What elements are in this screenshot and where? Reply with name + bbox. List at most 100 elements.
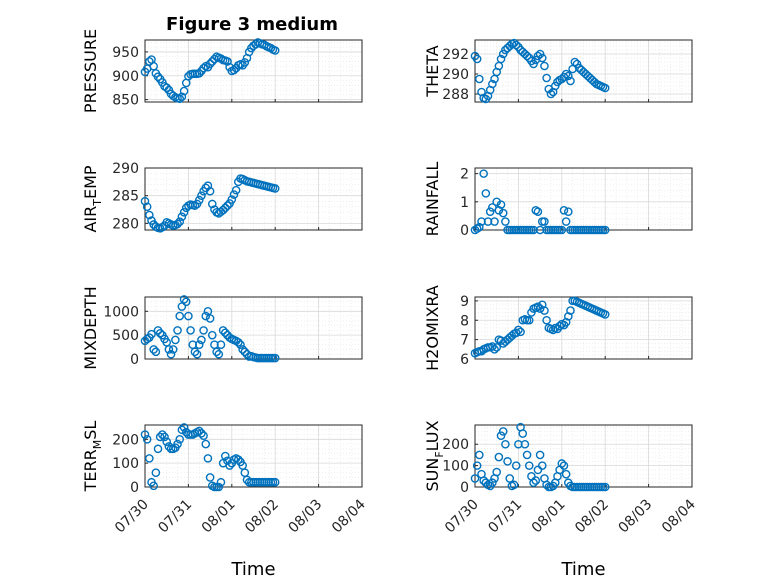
data-point <box>540 61 549 71</box>
data-point <box>520 439 530 449</box>
data-point <box>481 189 491 198</box>
data-point <box>175 435 185 444</box>
data-point <box>270 46 280 55</box>
data-point <box>514 325 523 335</box>
data-point <box>158 430 167 439</box>
y-tick-label: 292 <box>442 47 469 63</box>
data-point <box>220 328 230 338</box>
data-point <box>142 334 152 344</box>
data-point <box>194 426 204 436</box>
data-point <box>181 297 191 307</box>
data-point <box>494 205 504 215</box>
data-point <box>542 73 551 83</box>
data-point <box>173 219 182 229</box>
data-point <box>223 57 232 66</box>
data-point <box>160 432 169 442</box>
data-point <box>216 477 226 487</box>
data-point <box>205 59 215 69</box>
data-point <box>511 461 521 470</box>
y-axis-label: RAINFALL <box>423 162 442 237</box>
data-point <box>238 345 247 354</box>
data-point <box>537 53 547 63</box>
y-tick-label: 8 <box>460 313 469 329</box>
data-point <box>229 65 239 75</box>
y-tick-label: 1000 <box>103 304 139 320</box>
axes-box <box>474 167 693 231</box>
x-axis-label: Time <box>560 559 605 580</box>
y-tick-label: 0 <box>130 480 139 496</box>
y-tick-label: 200 <box>442 437 469 453</box>
data-point <box>559 461 569 470</box>
data-point <box>205 473 215 482</box>
data-point <box>488 79 497 89</box>
data-point <box>207 330 217 340</box>
axes-box <box>474 296 693 360</box>
data-point <box>207 57 217 66</box>
data-point <box>490 345 499 354</box>
y-axis-label: TERRMSL <box>81 421 104 493</box>
data-point <box>142 435 152 444</box>
y-tick-label: 0 <box>460 223 469 239</box>
data-point <box>498 208 508 218</box>
data-point <box>194 340 204 349</box>
data-point <box>492 467 502 477</box>
y-tick-label: 288 <box>442 87 469 103</box>
y-axis-label: MIXDEPTH <box>81 286 100 369</box>
data-point <box>533 302 543 311</box>
data-point <box>501 217 510 226</box>
data-point <box>145 454 154 463</box>
data-point <box>260 40 269 50</box>
y-tick-label: 0 <box>130 352 139 368</box>
data-point <box>177 425 187 435</box>
data-point <box>223 201 232 210</box>
data-point <box>270 353 280 363</box>
y-tick-label: 285 <box>112 189 139 205</box>
data-point <box>158 222 167 232</box>
data-point <box>472 54 482 64</box>
data-point <box>207 199 217 209</box>
data-point <box>494 452 504 462</box>
data-point <box>190 347 200 357</box>
data-point <box>475 222 484 232</box>
data-point <box>490 217 499 226</box>
data-point <box>171 335 180 345</box>
data-point <box>557 225 567 235</box>
y-tick-label: 950 <box>112 45 139 61</box>
panel-h2omixra: 6 7 8 9 H2OMIXRA <box>423 285 693 371</box>
data-point <box>492 343 502 352</box>
y-tick-label: 100 <box>442 459 469 475</box>
data-point <box>192 349 202 359</box>
data-point <box>203 454 213 463</box>
data-point <box>166 349 176 359</box>
data-point <box>600 482 610 492</box>
panel-pressure: 850 900 950 PRESSURE <box>81 29 363 113</box>
y-tick-label: 500 <box>112 328 139 344</box>
data-point <box>149 481 158 491</box>
data-point <box>475 450 484 460</box>
data-point <box>509 480 519 490</box>
data-point <box>561 469 571 479</box>
y-tick-label: 200 <box>112 432 139 448</box>
data-point <box>533 465 543 475</box>
data-point <box>225 333 234 342</box>
data-point <box>566 306 575 315</box>
data-point <box>214 482 224 492</box>
data-point <box>537 461 547 470</box>
data-point <box>555 321 564 331</box>
y-tick-label: 1 <box>460 195 469 211</box>
data-point <box>501 439 510 449</box>
data-point <box>173 326 182 335</box>
data-point <box>199 63 208 73</box>
data-point <box>197 335 206 345</box>
y-tick-label: 0 <box>460 480 469 496</box>
data-point <box>168 345 178 354</box>
data-point <box>492 197 502 207</box>
y-tick-label: 100 <box>112 456 139 472</box>
x-axis-label: Time <box>230 559 275 580</box>
data-point <box>496 200 506 209</box>
data-point <box>145 210 154 220</box>
data-point <box>197 191 206 200</box>
data-point <box>236 340 245 349</box>
data-point <box>229 190 239 199</box>
